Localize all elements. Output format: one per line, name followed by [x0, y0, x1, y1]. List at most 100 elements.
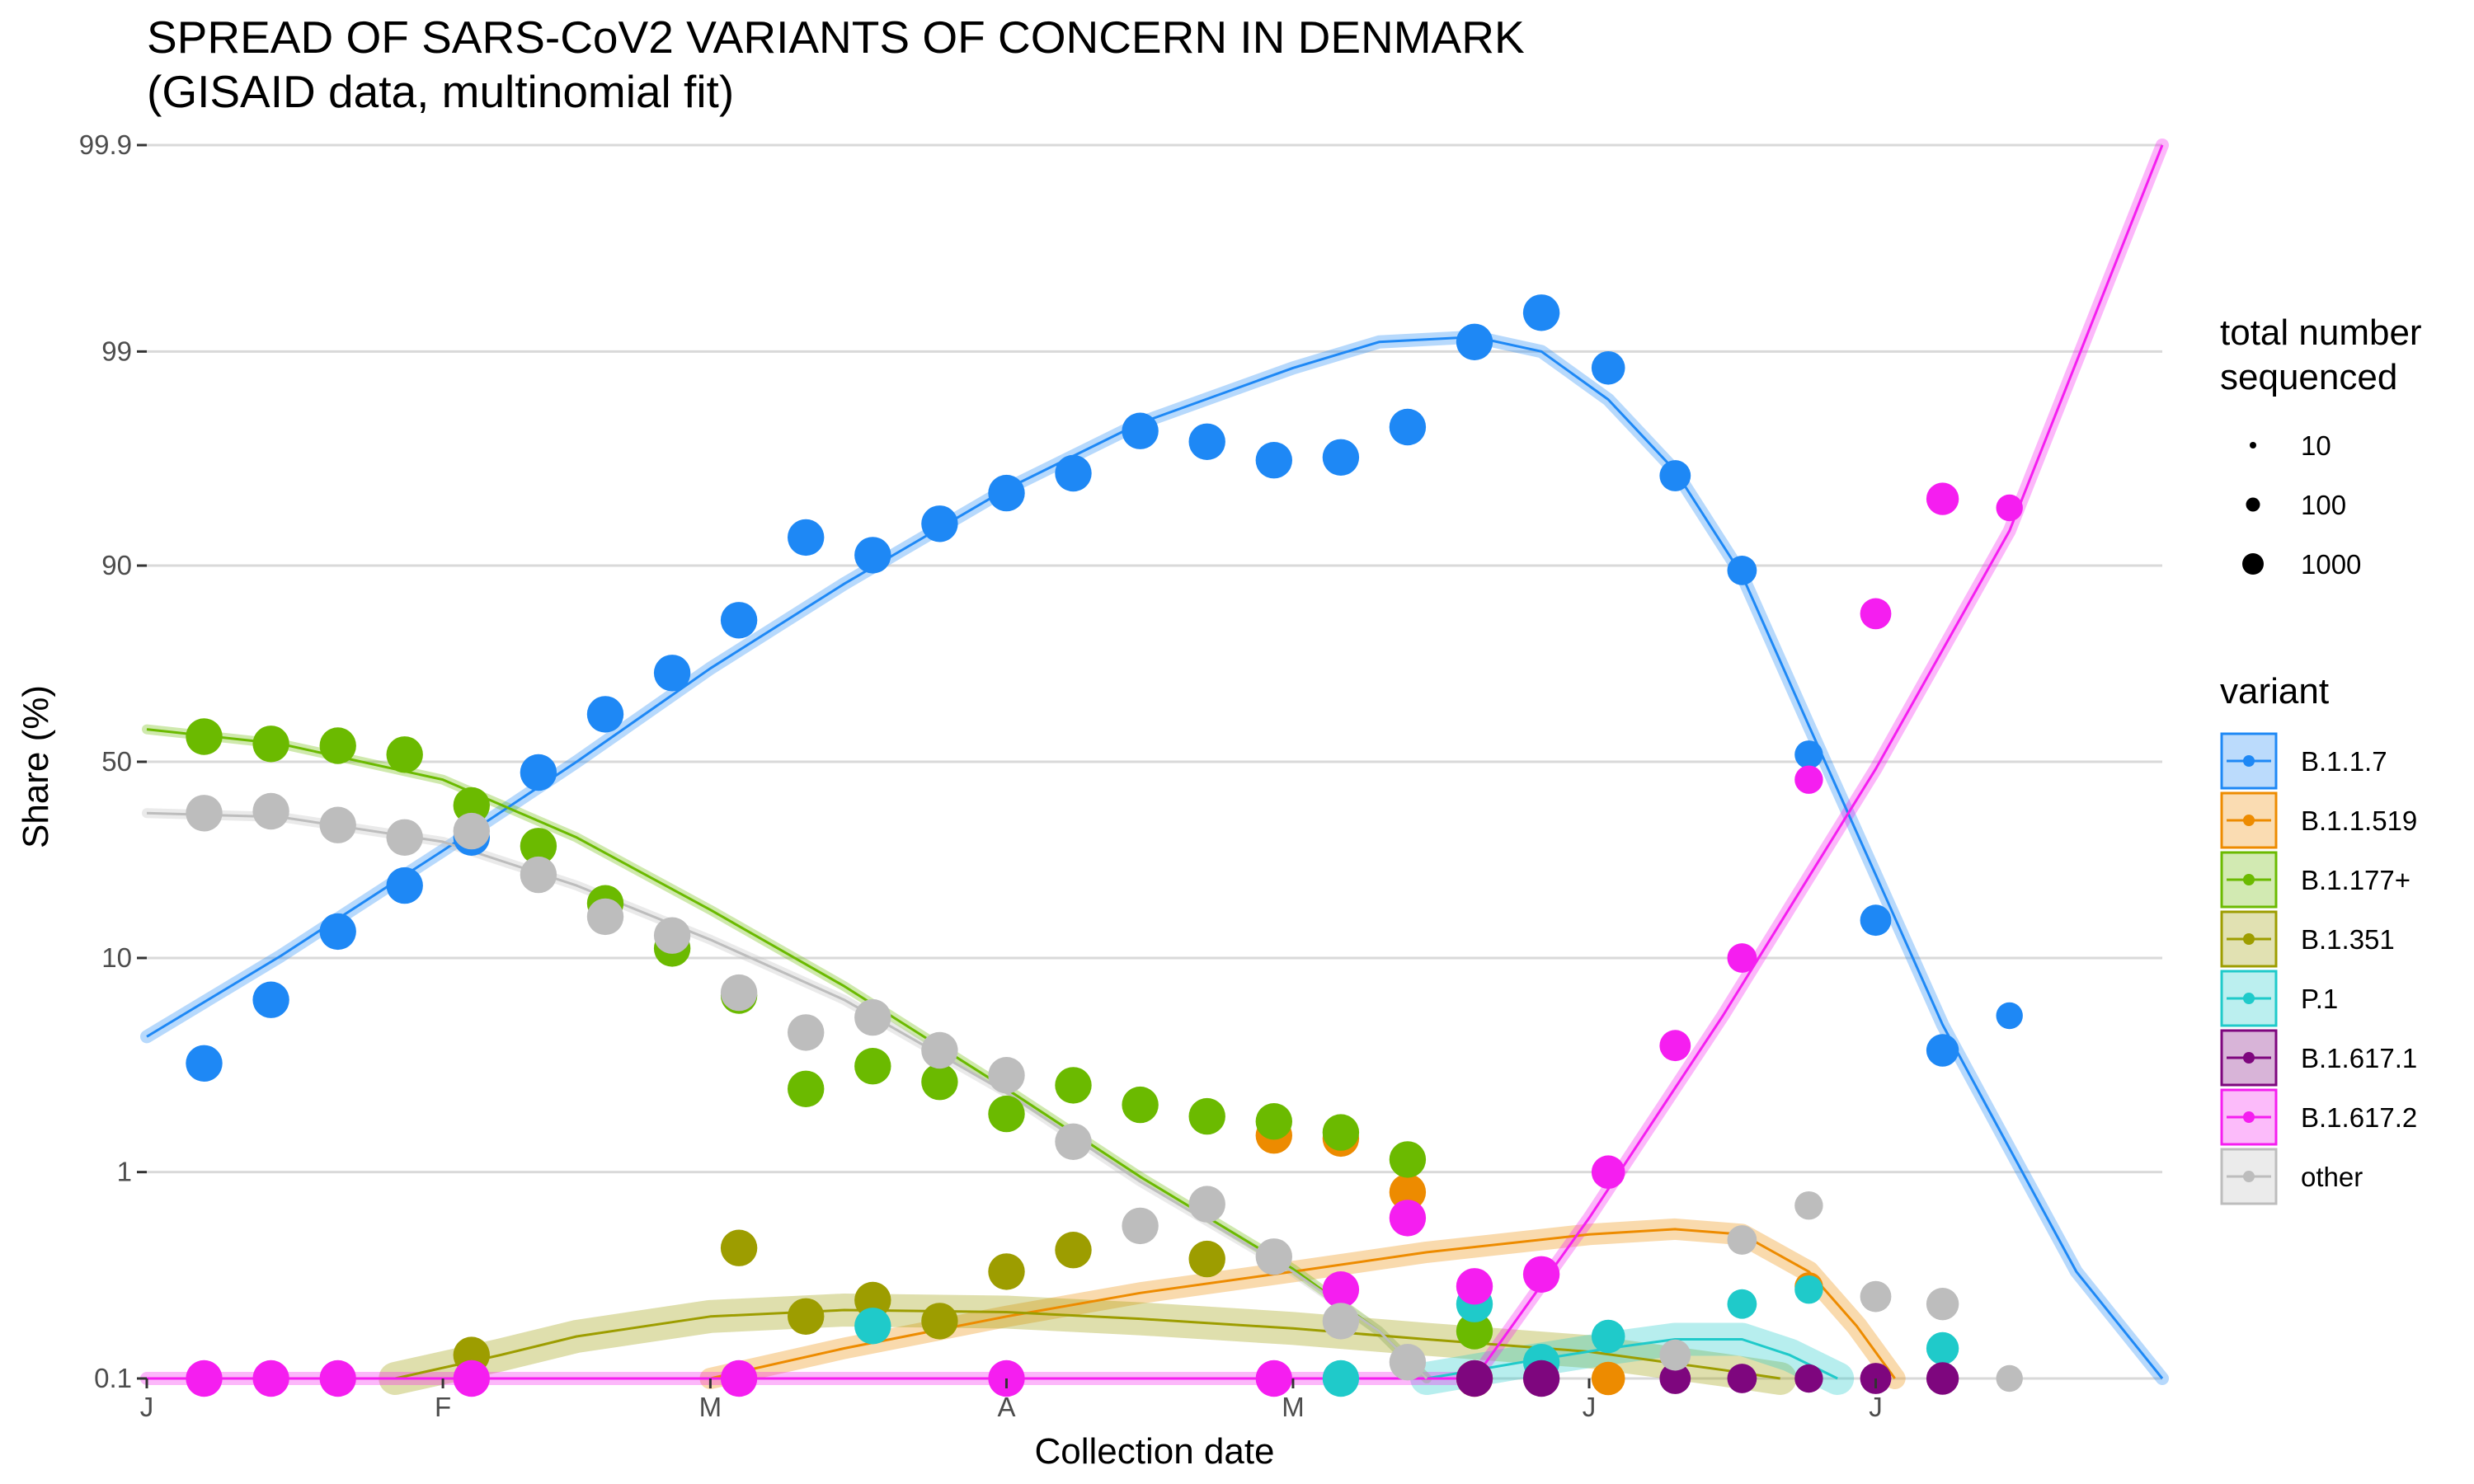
point-6-6: [1255, 1360, 1293, 1397]
x-tick-label-5: J: [1583, 1392, 1597, 1422]
point-3-5: [988, 1253, 1025, 1290]
point-3-2: [788, 1298, 825, 1336]
point-0-26: [1926, 1034, 1959, 1067]
variant-legend-dot-4: [2243, 993, 2255, 1004]
variant-legend-label-3: B.1.351: [2301, 924, 2395, 955]
variant-legend-label-2: B.1.177+: [2301, 865, 2411, 895]
point-0-21: [1591, 351, 1625, 385]
point-6-16: [1926, 482, 1959, 515]
point-3-3: [854, 1281, 891, 1319]
point-1-2: [1389, 1173, 1427, 1211]
point-5-1: [1522, 1360, 1560, 1397]
point-2-15: [1188, 1097, 1225, 1135]
point-6-17: [1996, 494, 2023, 522]
point-0-18: [1389, 408, 1427, 446]
point-4-6: [1794, 1275, 1823, 1304]
point-2-10: [854, 1048, 891, 1085]
point-7-8: [720, 974, 758, 1012]
point-7-22: [1860, 1280, 1892, 1313]
variant-legend-label-7: other: [2301, 1162, 2363, 1192]
variant-legend-dot-5: [2243, 1052, 2255, 1064]
point-7-10: [854, 998, 891, 1036]
point-3-6: [1055, 1232, 1092, 1269]
size-legend-dot-0: [2250, 442, 2256, 448]
point-6-1: [252, 1360, 289, 1397]
point-3-4: [921, 1303, 958, 1340]
point-7-14: [1122, 1207, 1159, 1245]
point-2-9: [788, 1070, 825, 1108]
fit-line-2: [146, 728, 1428, 1380]
point-7-16: [1255, 1238, 1293, 1275]
x-tick-label-0: J: [140, 1392, 154, 1422]
point-2-13: [1055, 1067, 1092, 1104]
point-2-11: [921, 1064, 958, 1101]
point-6-11: [1591, 1155, 1625, 1189]
point-7-3: [386, 819, 423, 856]
y-tick-label-5: 99: [101, 336, 132, 366]
point-0-14: [1122, 412, 1159, 449]
point-7-15: [1188, 1186, 1225, 1223]
variant-legend-dot-3: [2243, 933, 2255, 945]
point-2-1: [252, 726, 289, 763]
point-2-12: [988, 1095, 1025, 1133]
point-5-2: [1659, 1363, 1691, 1394]
y-axis-ticks: 0.1 1 10 50 90 99 99.9: [79, 129, 147, 1393]
point-0-7: [653, 655, 691, 692]
size-legend-title-1: sequenced: [2220, 357, 2397, 397]
point-7-13: [1055, 1123, 1092, 1161]
point-7-19: [1659, 1339, 1691, 1371]
point-5-6: [1926, 1362, 1959, 1395]
point-7-2: [319, 806, 356, 843]
point-1-4: [1591, 1361, 1625, 1396]
point-7-9: [788, 1014, 825, 1051]
point-4-4: [1591, 1319, 1625, 1354]
point-0-19: [1456, 323, 1493, 360]
point-6-3: [453, 1360, 490, 1397]
x-tick-label-3: A: [997, 1392, 1015, 1422]
point-0-24: [1794, 740, 1823, 769]
point-0-5: [520, 754, 557, 791]
point-6-7: [1322, 1271, 1360, 1308]
point-7-7: [653, 917, 691, 954]
size-legend-label-1: 100: [2301, 490, 2346, 520]
gridlines: [147, 143, 2162, 1380]
variant-legend-dot-7: [2243, 1171, 2255, 1182]
point-6-4: [720, 1360, 758, 1397]
point-7-6: [586, 898, 624, 936]
fit-line-7: [146, 811, 1428, 1380]
y-tick-label-6: 99.9: [79, 129, 132, 160]
fit-band-7: [142, 808, 1432, 1383]
point-7-17: [1322, 1303, 1360, 1340]
point-4-7: [1926, 1331, 1959, 1365]
point-7-11: [921, 1031, 958, 1069]
point-2-0: [186, 718, 223, 755]
point-7-12: [988, 1057, 1025, 1094]
point-6-13: [1727, 943, 1757, 973]
point-2-18: [1389, 1141, 1427, 1178]
size-legend-label-2: 1000: [2301, 549, 2361, 580]
variant-legend-dot-2: [2243, 874, 2255, 885]
y-tick-label-4: 90: [101, 550, 132, 580]
chart-subtitle: (GISAID data, multinomial fit): [147, 66, 734, 117]
variant-legend-dot-6: [2243, 1111, 2255, 1123]
point-0-1: [252, 981, 289, 1018]
point-7-23: [1926, 1288, 1959, 1321]
fit-line-3: [394, 1308, 1780, 1380]
point-6-10: [1522, 1256, 1560, 1294]
point-2-3: [386, 736, 423, 773]
point-0-0: [186, 1045, 223, 1082]
point-6-8: [1389, 1200, 1427, 1237]
point-7-4: [453, 812, 490, 850]
point-6-9: [1456, 1268, 1493, 1305]
chart-title: SPREAD OF SARS-CoV2 VARIANTS OF CONCERN …: [147, 12, 1525, 63]
point-7-5: [520, 856, 557, 894]
point-0-20: [1522, 294, 1560, 331]
variant-legend-dot-0: [2243, 755, 2255, 767]
x-tick-label-6: J: [1869, 1392, 1883, 1422]
point-2-17: [1322, 1114, 1360, 1151]
y-tick-label-2: 10: [101, 942, 132, 973]
point-0-17: [1322, 439, 1360, 476]
point-2-14: [1122, 1086, 1159, 1124]
variant-legend-label-1: B.1.1.519: [2301, 805, 2417, 836]
